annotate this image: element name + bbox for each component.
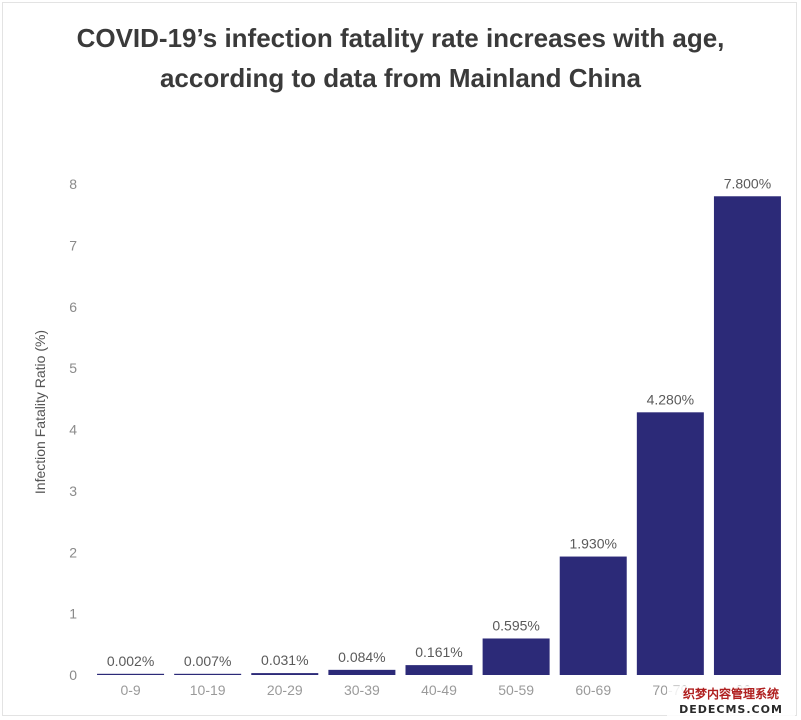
watermark-cn: 织梦内容管理系统 [682, 687, 779, 701]
x-axis: 0-910-1920-2930-3940-4950-5960-6970-7980… [120, 682, 759, 698]
y-axis-label: Infection Fatality Ratio (%) [32, 330, 48, 494]
chart-title: COVID-19’s infection fatality rate incre… [0, 18, 801, 98]
bar-10-19 [174, 673, 242, 675]
watermark: 织梦内容管理系统 DEDECMS.COM [667, 686, 795, 718]
x-tick-label: 10-19 [190, 682, 226, 698]
y-tick-label: 0 [69, 667, 77, 683]
x-tick-label: 20-29 [267, 682, 303, 698]
y-tick-label: 1 [69, 606, 77, 622]
y-tick-label: 6 [69, 299, 77, 315]
bar-value-label: 0.595% [492, 617, 539, 633]
y-axis: 0 1 2 3 4 5 6 7 8 [69, 176, 77, 683]
bar-value-label: 7.800% [724, 175, 771, 191]
bar-value-label: 0.031% [261, 652, 308, 668]
bar-60-69 [559, 556, 627, 675]
bar-value-label: 4.280% [647, 391, 694, 407]
chart-title-line-1: COVID-19’s infection fatality rate incre… [76, 23, 725, 53]
bar-value-label: 0.007% [184, 653, 231, 669]
x-tick-label: 0-9 [120, 682, 140, 698]
bar-0-9 [97, 673, 165, 675]
bar-20-29 [251, 673, 319, 675]
y-tick-label: 3 [69, 483, 77, 499]
y-tick-label: 7 [69, 237, 77, 253]
y-tick-label: 5 [69, 360, 77, 376]
bars: 0.002% 0.007% 0.031% 0.084% 0.161% 0.595% 1.93… [97, 175, 781, 675]
y-tick-label: 8 [69, 176, 77, 192]
x-tick-label: 50-59 [498, 682, 534, 698]
bar-value-label: 1.930% [569, 536, 616, 552]
bar-value-label: 0.161% [415, 644, 462, 660]
chart-title-line-2: according to data from Mainland China [159, 63, 642, 93]
x-tick-label: 40-49 [421, 682, 457, 698]
x-tick-label: 60-69 [575, 682, 611, 698]
y-tick-label: 2 [69, 544, 77, 560]
bar-value-label: 0.084% [338, 649, 385, 665]
bar-80+ [713, 196, 781, 675]
watermark-url: DEDECMS.COM [679, 703, 783, 716]
bar-value-label: 0.002% [107, 653, 154, 669]
x-tick-label: 30-39 [344, 682, 380, 698]
y-tick-label: 4 [69, 422, 77, 438]
bar-50-59 [482, 638, 550, 675]
bar-30-39 [328, 669, 396, 675]
bar-40-49 [405, 665, 473, 675]
bar-70-79 [636, 412, 704, 675]
